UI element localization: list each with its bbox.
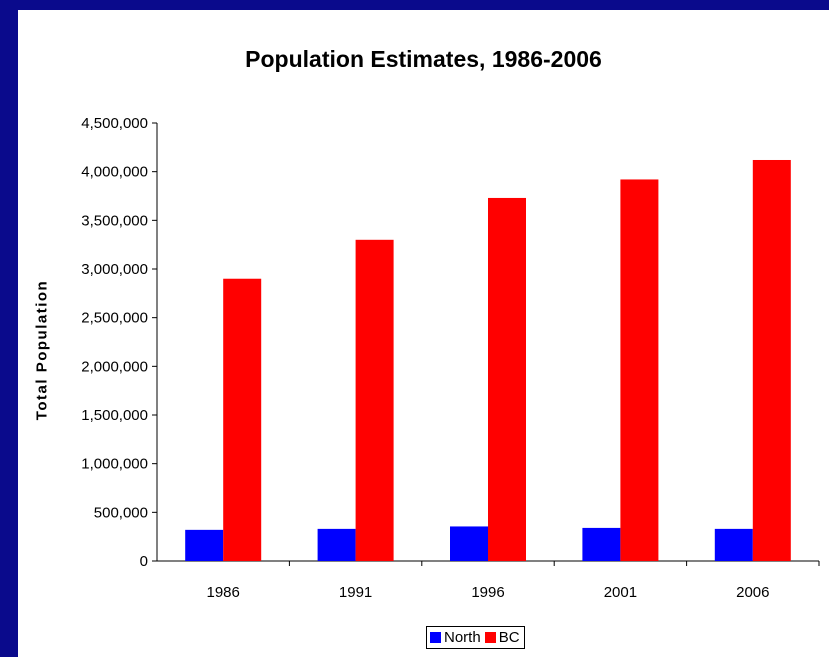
y-tick-label: 4,500,000 xyxy=(81,115,148,132)
bar-north-1996 xyxy=(450,526,488,561)
legend-swatch-bc xyxy=(484,632,496,643)
legend-item-bc: BC xyxy=(484,629,520,646)
y-tick-label: 1,000,000 xyxy=(81,456,148,473)
legend-item-north: North xyxy=(430,629,481,646)
y-tick-label: 3,500,000 xyxy=(81,212,148,229)
bar-bc-1996 xyxy=(488,197,526,562)
chart-title: Population Estimates, 1986-2006 xyxy=(245,46,602,72)
x-tick-label: 2006 xyxy=(736,584,769,601)
y-tick-label: 3,000,000 xyxy=(81,261,148,278)
bar-bc-1991 xyxy=(355,239,394,562)
chart-panel: Population Estimates, 1986-2006 Total Po… xyxy=(18,10,829,657)
bar-north-1986 xyxy=(185,529,224,561)
x-tick-label: 2001 xyxy=(604,584,637,601)
bar-north-2001 xyxy=(582,527,621,561)
legend-swatch-north xyxy=(430,632,441,643)
legend: North BC xyxy=(426,626,525,649)
y-tick-label: 2,500,000 xyxy=(81,310,148,327)
y-tick-label: 2,000,000 xyxy=(81,358,148,375)
y-tick-label: 0 xyxy=(140,553,148,570)
legend-label-bc: BC xyxy=(498,629,520,646)
bar-bc-2006 xyxy=(752,159,791,561)
bar-north-1991 xyxy=(317,528,356,561)
bar-bc-2001 xyxy=(620,179,659,561)
legend-label-north: North xyxy=(444,629,481,646)
x-tick-label: 1986 xyxy=(207,584,240,601)
x-tick-label: 1996 xyxy=(471,584,504,601)
y-tick-label: 500,000 xyxy=(94,504,148,521)
plot-area: 0 500,000 1,000,000 1,500,000 2,000,000 2,500… xyxy=(81,115,820,601)
bar-north-2006 xyxy=(714,528,753,561)
y-tick-label: 1,500,000 xyxy=(81,407,148,424)
y-tick-label: 4,000,000 xyxy=(81,164,148,181)
x-tick-label: 1991 xyxy=(339,584,372,601)
bar-bc-1986 xyxy=(223,278,262,561)
